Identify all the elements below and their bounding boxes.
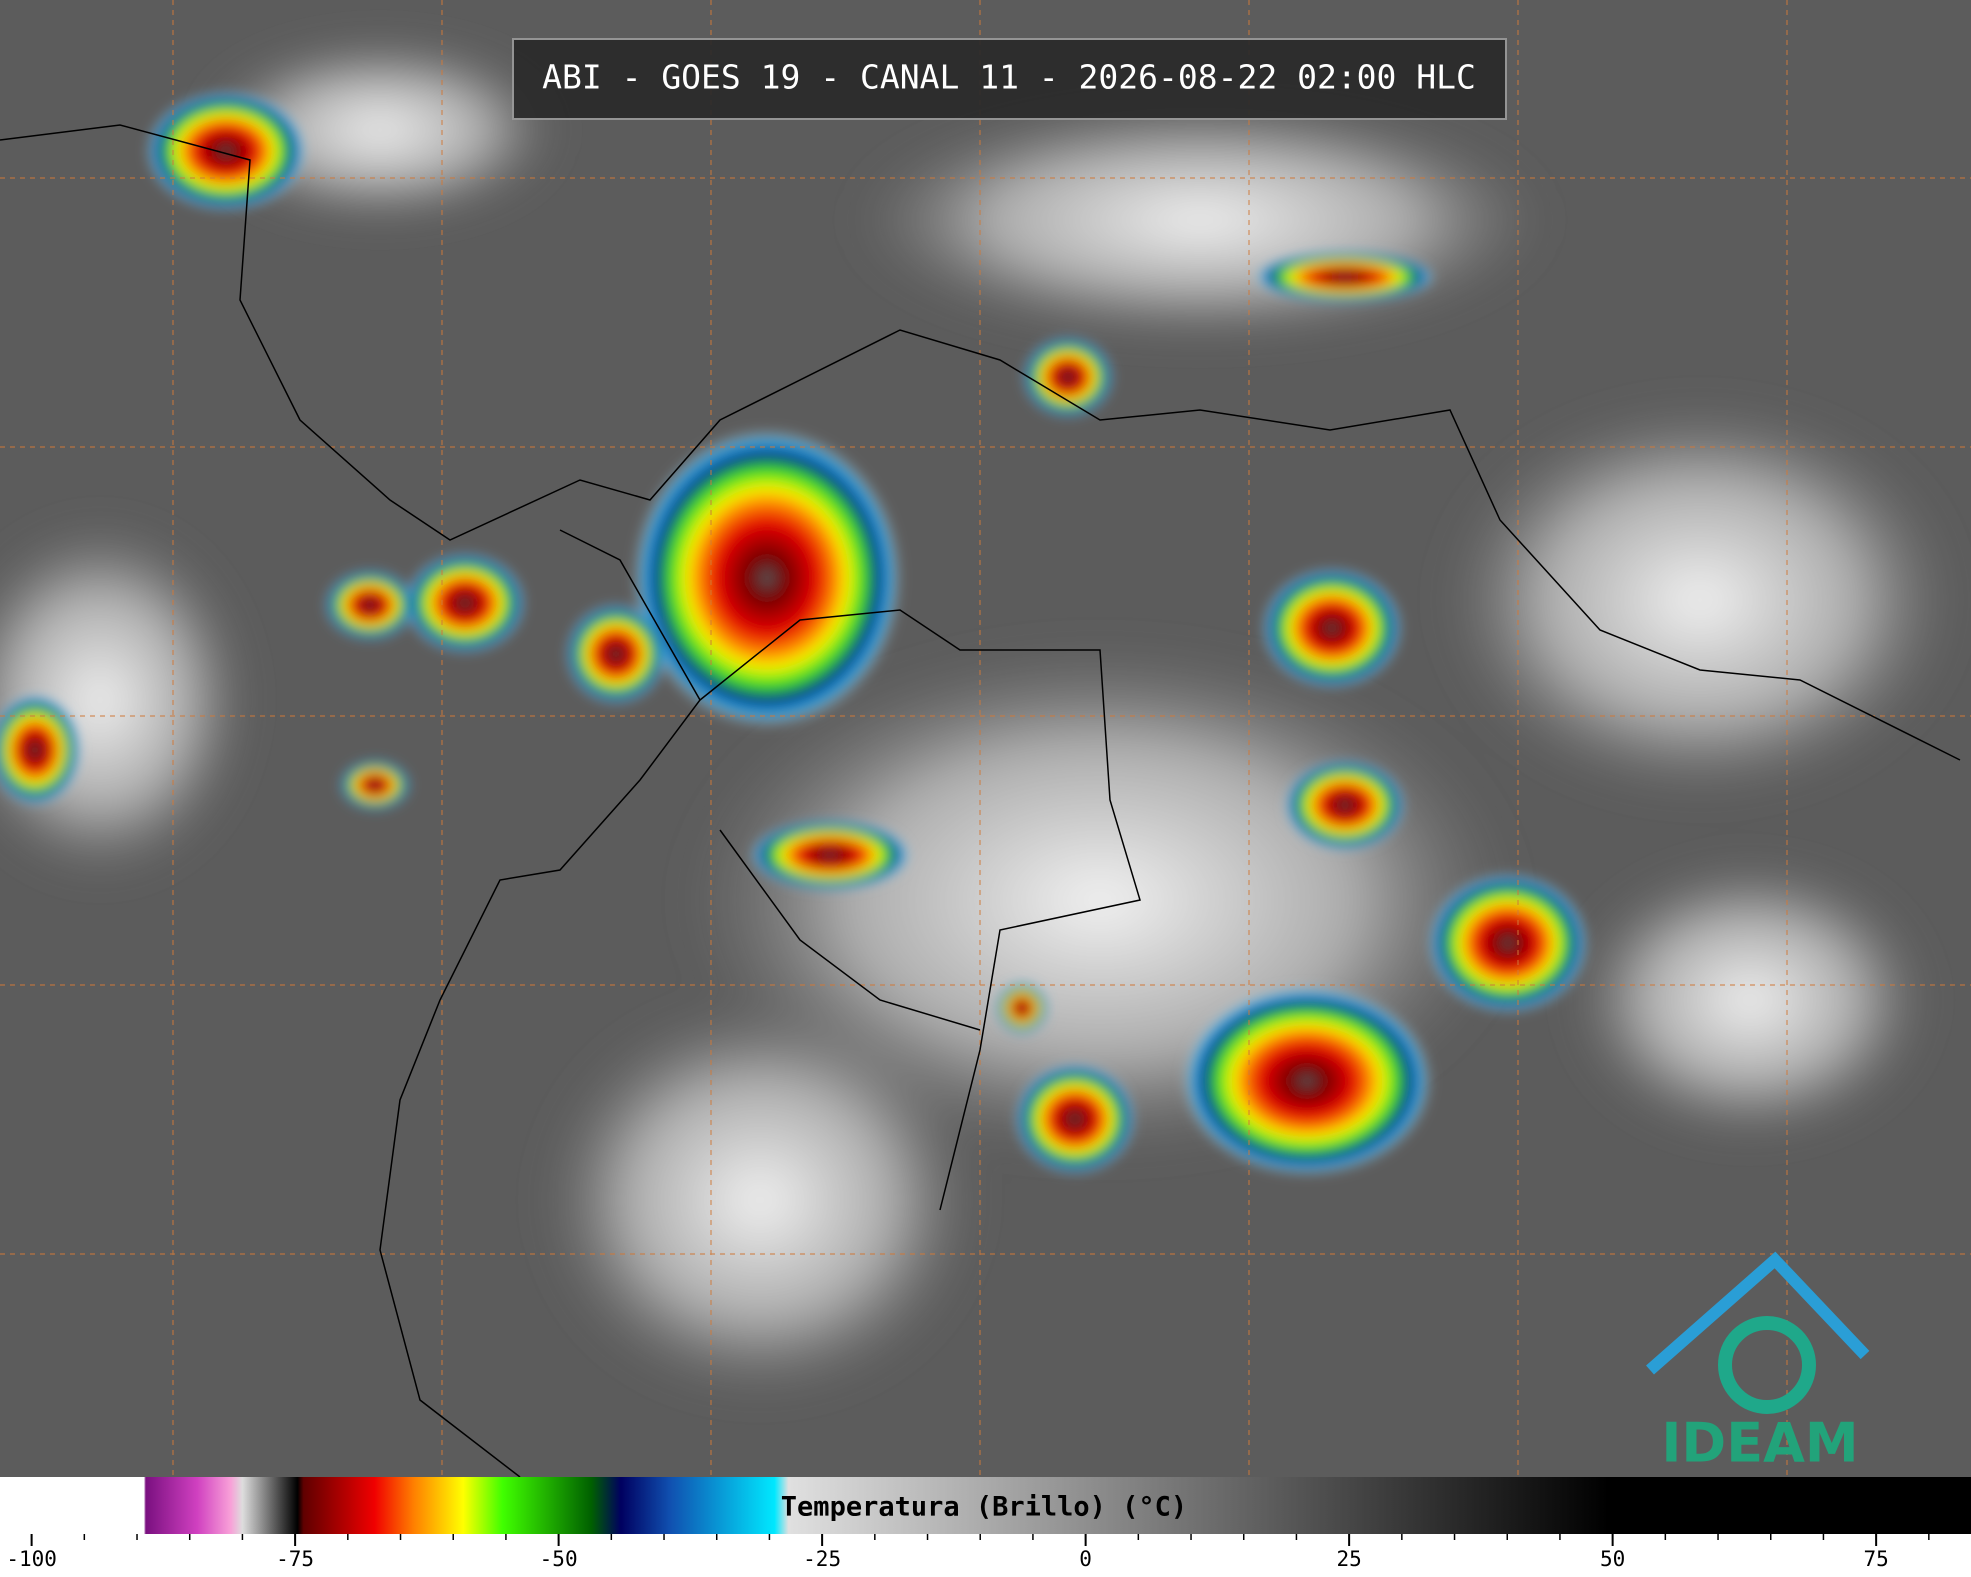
tick-label: -25: [803, 1547, 841, 1571]
tick-label: -75: [276, 1547, 314, 1571]
title-box: [512, 38, 1507, 120]
storm-cells: [0, 91, 1588, 1176]
colorbar-label: Temperatura (Brillo) (°C): [781, 1492, 1187, 1523]
borders: [0, 124, 1961, 1478]
logo-text: IDEAM: [1661, 1412, 1858, 1475]
tick-label: 0: [1079, 1547, 1092, 1571]
tick-label: -100: [6, 1547, 57, 1571]
colorbar: Temperatura (Brillo) (°C): [0, 1477, 1971, 1534]
logo: IDEAM: [1646, 1251, 1870, 1475]
title: ABI - GOES 19 - CANAL 11 - 2026-08-22 02…: [542, 58, 1476, 97]
graticule: [0, 0, 1971, 1477]
colorbar-gradient: [0, 1477, 1971, 1534]
tick-label: 25: [1336, 1547, 1361, 1571]
tick-label: 50: [1600, 1547, 1625, 1571]
satellite-map: [0, 0, 1971, 1478]
tick-label: -50: [540, 1547, 578, 1571]
logo-swirl: [1718, 1316, 1816, 1414]
logo-roof: [1646, 1251, 1870, 1375]
tick-label: 75: [1863, 1547, 1888, 1571]
